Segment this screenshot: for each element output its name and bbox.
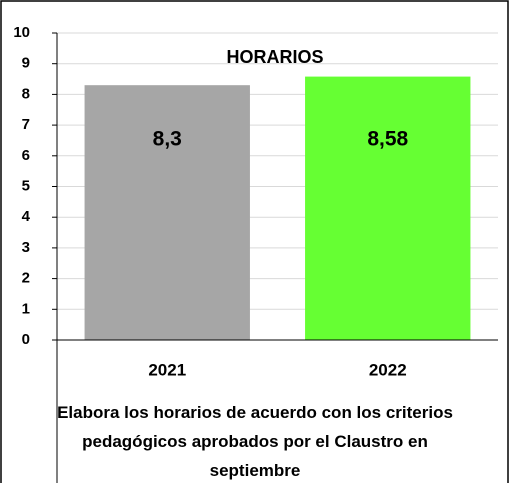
y-tick-label: 9 [22, 55, 30, 72]
y-tick-label: 0 [22, 331, 30, 348]
data-label: 8,58 [367, 128, 408, 151]
bar [305, 76, 471, 341]
data-label: 8,3 [153, 128, 182, 151]
y-tick-label: 4 [22, 208, 31, 225]
y-tick-label: 1 [22, 300, 30, 317]
y-tick-label: 7 [22, 116, 30, 133]
y-tick-label: 2 [22, 270, 30, 287]
x-tick-label: 2022 [369, 360, 407, 379]
x-axis-label: Elabora los horarios de acuerdo con los … [57, 403, 453, 480]
bar [84, 85, 250, 340]
chart-title: HORARIOS [226, 47, 323, 67]
y-tick-label: 8 [22, 85, 30, 102]
y-tick-label: 3 [22, 239, 30, 256]
y-tick-label: 5 [22, 177, 30, 194]
y-tick-label: 6 [22, 147, 30, 164]
y-tick-label: 10 [13, 24, 30, 41]
x-tick-label: 2021 [148, 360, 186, 379]
